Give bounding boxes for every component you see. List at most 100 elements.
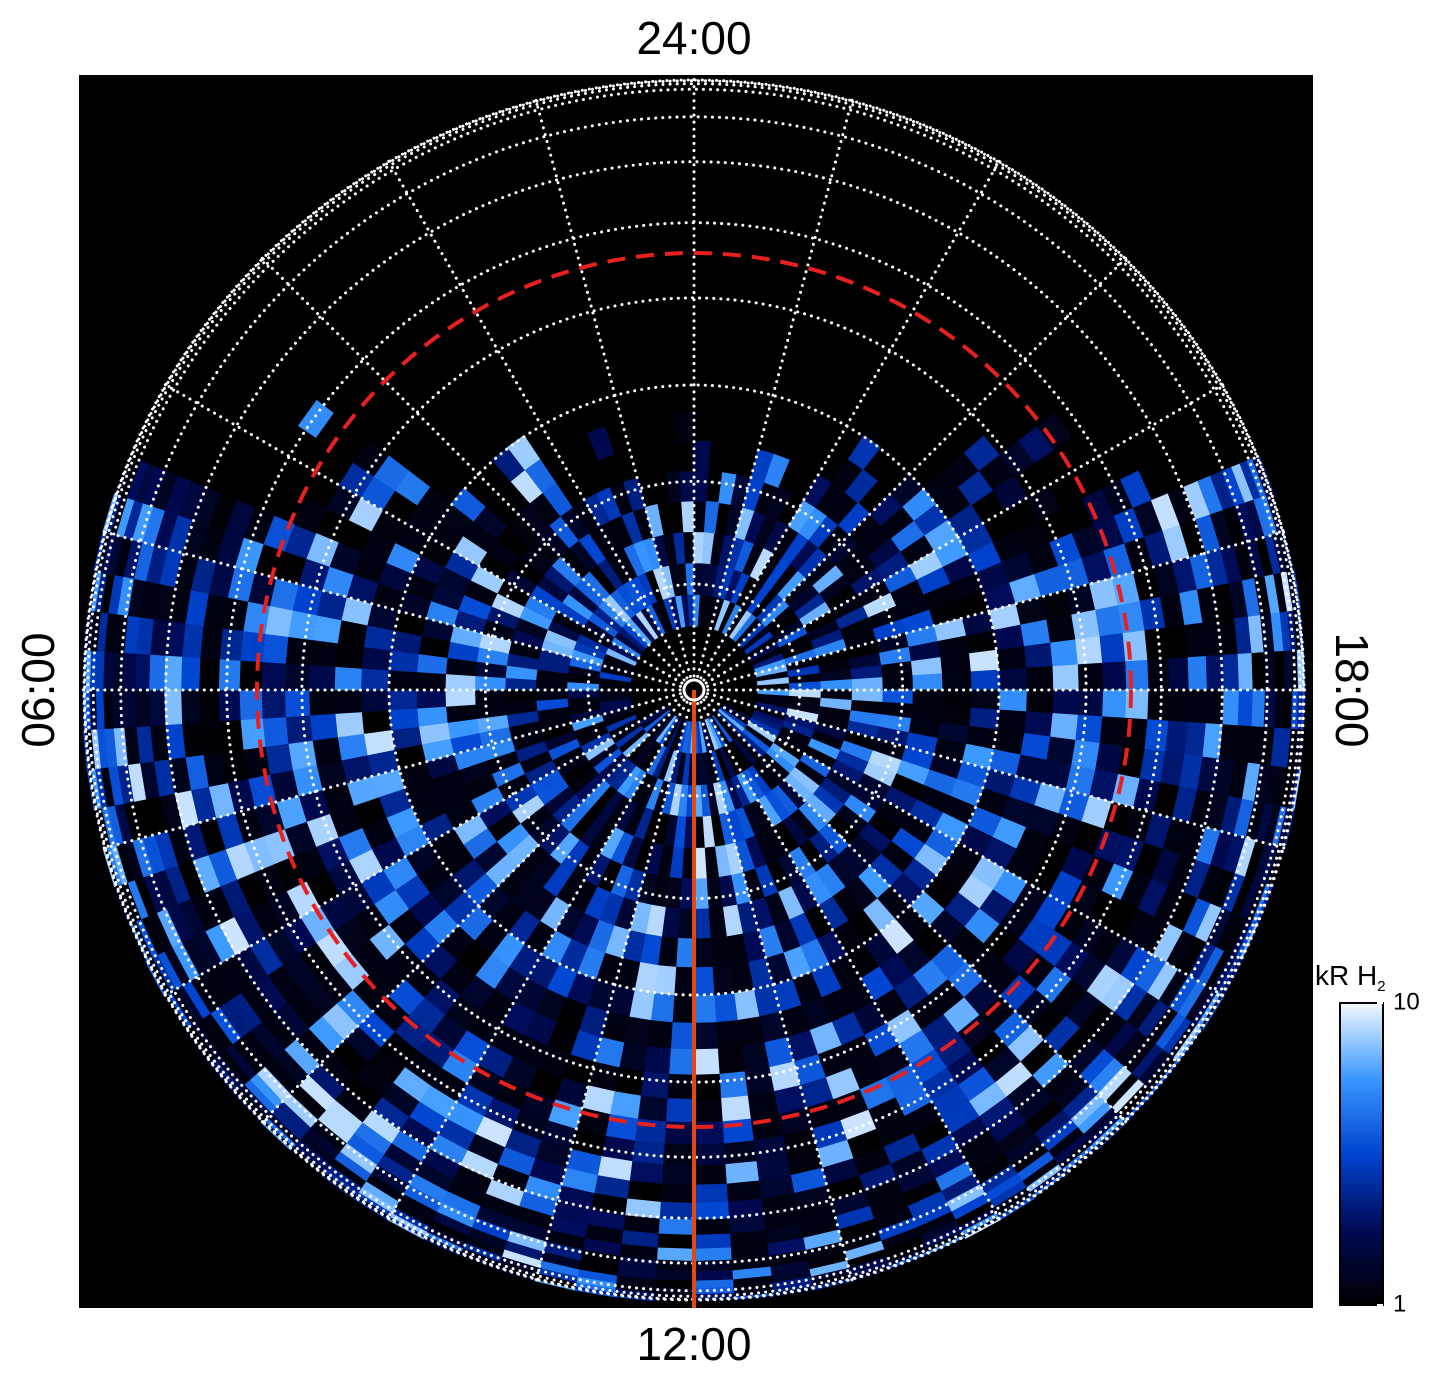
emission-cell [1147, 689, 1171, 722]
emission-cell [535, 689, 568, 701]
emission-cell [681, 500, 695, 533]
emission-cell [693, 1098, 723, 1124]
emission-cell [718, 1071, 748, 1100]
auroral-emission [81, 399, 1307, 1303]
emission-cell [693, 1218, 731, 1236]
emission-cell [656, 1247, 695, 1262]
emission-cell [912, 689, 944, 707]
emission-cell [679, 878, 695, 910]
emission-cell [180, 689, 201, 725]
emission-cell [415, 671, 447, 691]
emission-cell [693, 1164, 727, 1186]
emission-cell [1075, 636, 1104, 666]
emission-cell [416, 705, 448, 727]
emission-cell [287, 609, 317, 641]
emission-cell [693, 470, 709, 502]
emission-cell [309, 639, 338, 667]
emission-cell [941, 689, 973, 709]
emission-cell [693, 1270, 734, 1282]
emission-cell [333, 689, 362, 714]
emission-cell [360, 689, 390, 713]
emission-cell [199, 624, 223, 660]
emission-cell [415, 689, 447, 709]
emission-cell [260, 661, 286, 691]
emission-cell [217, 689, 241, 722]
emission-cell [261, 633, 289, 664]
emission-cell [679, 470, 695, 502]
emission-cell [656, 1233, 695, 1250]
emission-cell [1184, 622, 1207, 659]
emission-cell [284, 636, 313, 666]
emission-cell [661, 1164, 695, 1186]
emission-cell [969, 649, 1000, 673]
emission-cell [650, 992, 675, 1024]
lt-label: 06:00 [12, 632, 64, 747]
emission-cell [743, 1067, 775, 1097]
emission-cell [360, 667, 390, 691]
emission-cell [670, 1022, 695, 1051]
emission-cell [360, 646, 392, 671]
emission-cell [261, 716, 289, 747]
emission-cell [1122, 630, 1149, 663]
emission-cell [1026, 689, 1055, 714]
colorbar-label: kR H2 [1315, 960, 1386, 995]
emission-cell [693, 1143, 726, 1167]
emission-cell [851, 677, 884, 691]
emission-cell [1187, 689, 1208, 725]
emission-cell [180, 655, 201, 691]
emission-cell [336, 733, 368, 761]
emission-cell [693, 1183, 729, 1204]
emission-cell [1099, 633, 1127, 664]
emission-cell [198, 689, 220, 723]
emission-cell [1165, 624, 1189, 660]
emission-cell [1071, 739, 1101, 771]
emission-cell [675, 411, 695, 443]
emission-cell [1050, 639, 1079, 667]
emission-cell [655, 1259, 695, 1273]
emission-cell [444, 673, 476, 691]
emission-cell [1026, 666, 1055, 691]
emission-cell [668, 1048, 695, 1076]
emission-cell [122, 652, 137, 691]
emission-cell [1251, 689, 1266, 728]
colorbar-tick-label: 1 [1393, 1290, 1406, 1317]
emission-cell [721, 1118, 754, 1145]
emission-cell [709, 936, 731, 968]
emission-cell [693, 440, 711, 472]
emission-cell [628, 1161, 664, 1185]
lt-label: 12:00 [636, 1318, 751, 1370]
emission-cell [148, 689, 166, 727]
emission-cell [725, 1180, 762, 1203]
emission-cell [665, 1098, 695, 1124]
emission-cell [717, 1046, 745, 1075]
emission-cell [941, 671, 973, 691]
emission-cell [693, 994, 717, 1024]
emission-cell [646, 1020, 673, 1050]
emission-cell [1102, 661, 1128, 691]
emission-cell [1122, 717, 1149, 750]
emission-cell [1184, 721, 1207, 758]
emission-cell [387, 689, 418, 711]
emission-cell [643, 1046, 671, 1075]
emission-cell [683, 531, 695, 564]
emission-cell [199, 720, 223, 756]
emission-cell [284, 662, 311, 691]
emission-cell [723, 1140, 757, 1166]
emission-cell [677, 908, 695, 940]
emission-cell [1102, 689, 1128, 719]
emission-cell [996, 646, 1028, 671]
emission-cell [1077, 689, 1104, 718]
emission-cell [134, 652, 151, 691]
emission-cell [1077, 662, 1104, 691]
emission-cell [637, 1095, 668, 1123]
emission-cell [333, 666, 362, 691]
emission-cell [677, 440, 695, 472]
emission-cell [1263, 689, 1277, 729]
emission-cell [217, 658, 241, 691]
emission-cell [737, 1016, 765, 1048]
colorbar-tick-label: 10 [1393, 988, 1420, 1015]
emission-cell [1024, 711, 1054, 738]
emission-cell [1263, 651, 1277, 691]
emission-cell [654, 1270, 695, 1282]
